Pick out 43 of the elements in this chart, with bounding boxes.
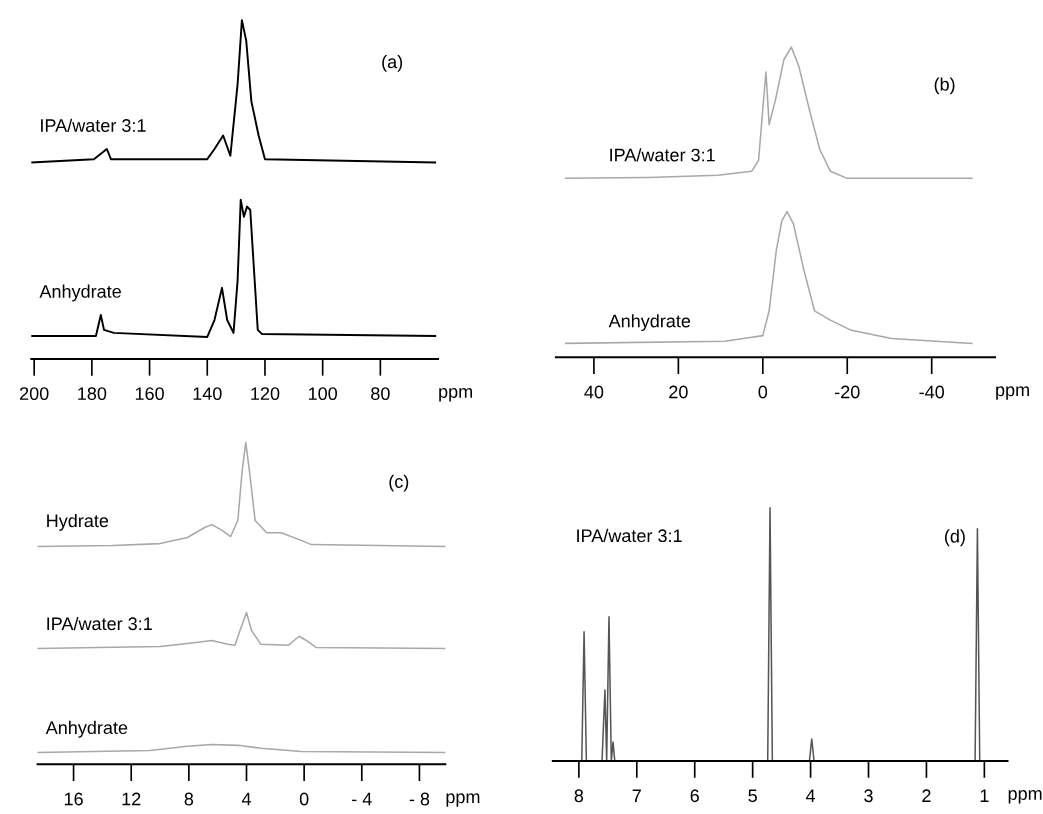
x-tick-label: 140	[193, 387, 222, 401]
x-tick-label: 120	[251, 387, 280, 401]
x-tick-label: 16	[64, 792, 83, 806]
x-tick-label: 8	[574, 789, 584, 803]
x-tick-label: - 4	[352, 792, 372, 806]
x-tick-label: 6	[690, 789, 699, 803]
x-tick-label: 160	[135, 387, 164, 401]
x-tick-label: 0	[299, 792, 309, 806]
series-label: Anhydrate	[45, 720, 128, 738]
x-tick-label: 180	[78, 387, 107, 401]
annotation: (a)	[382, 54, 403, 72]
x-axis-title: ppm	[446, 793, 480, 807]
x-tick-label: 7	[632, 789, 641, 802]
series-label: Hydrate	[47, 513, 109, 531]
x-axis-title: ppm	[996, 386, 1029, 400]
x-tick-label: - 8	[409, 792, 430, 806]
x-tick-label: 0	[758, 385, 768, 399]
x-tick-label: 5	[748, 789, 757, 803]
x-tick-label: 200	[20, 387, 49, 401]
series-label: Anhydrate	[39, 284, 121, 302]
x-tick-label: 4	[805, 789, 816, 802]
series-label: Anhydrate	[608, 314, 691, 331]
series-label: IPA/water 3:1	[47, 616, 152, 631]
x-tick-label: 4	[241, 792, 251, 806]
x-tick-label: -40	[919, 385, 945, 399]
x-tick-label: 80	[371, 387, 390, 401]
x-tick-label: 100	[308, 387, 338, 401]
x-axis-title: ppm	[1008, 790, 1042, 804]
x-tick-label: 40	[584, 385, 604, 399]
x-tick-label: 12	[122, 792, 141, 806]
x-tick-label: 3	[864, 789, 873, 803]
x-tick-label: 8	[184, 792, 194, 806]
series-label: IPA/water 3:1	[41, 118, 146, 132]
x-tick-label: 2	[922, 789, 931, 802]
annotation: (d)	[944, 529, 965, 547]
x-tick-label: -20	[835, 385, 860, 399]
x-tick-label: 20	[669, 385, 688, 399]
annotation: (c)	[389, 474, 409, 492]
series-label: IPA/water 3:1	[610, 148, 715, 162]
annotation: (b)	[934, 77, 955, 95]
text: IPA/water 3:1	[577, 528, 682, 543]
x-tick-label: 1	[980, 789, 989, 802]
x-axis-title: ppm	[439, 387, 472, 402]
